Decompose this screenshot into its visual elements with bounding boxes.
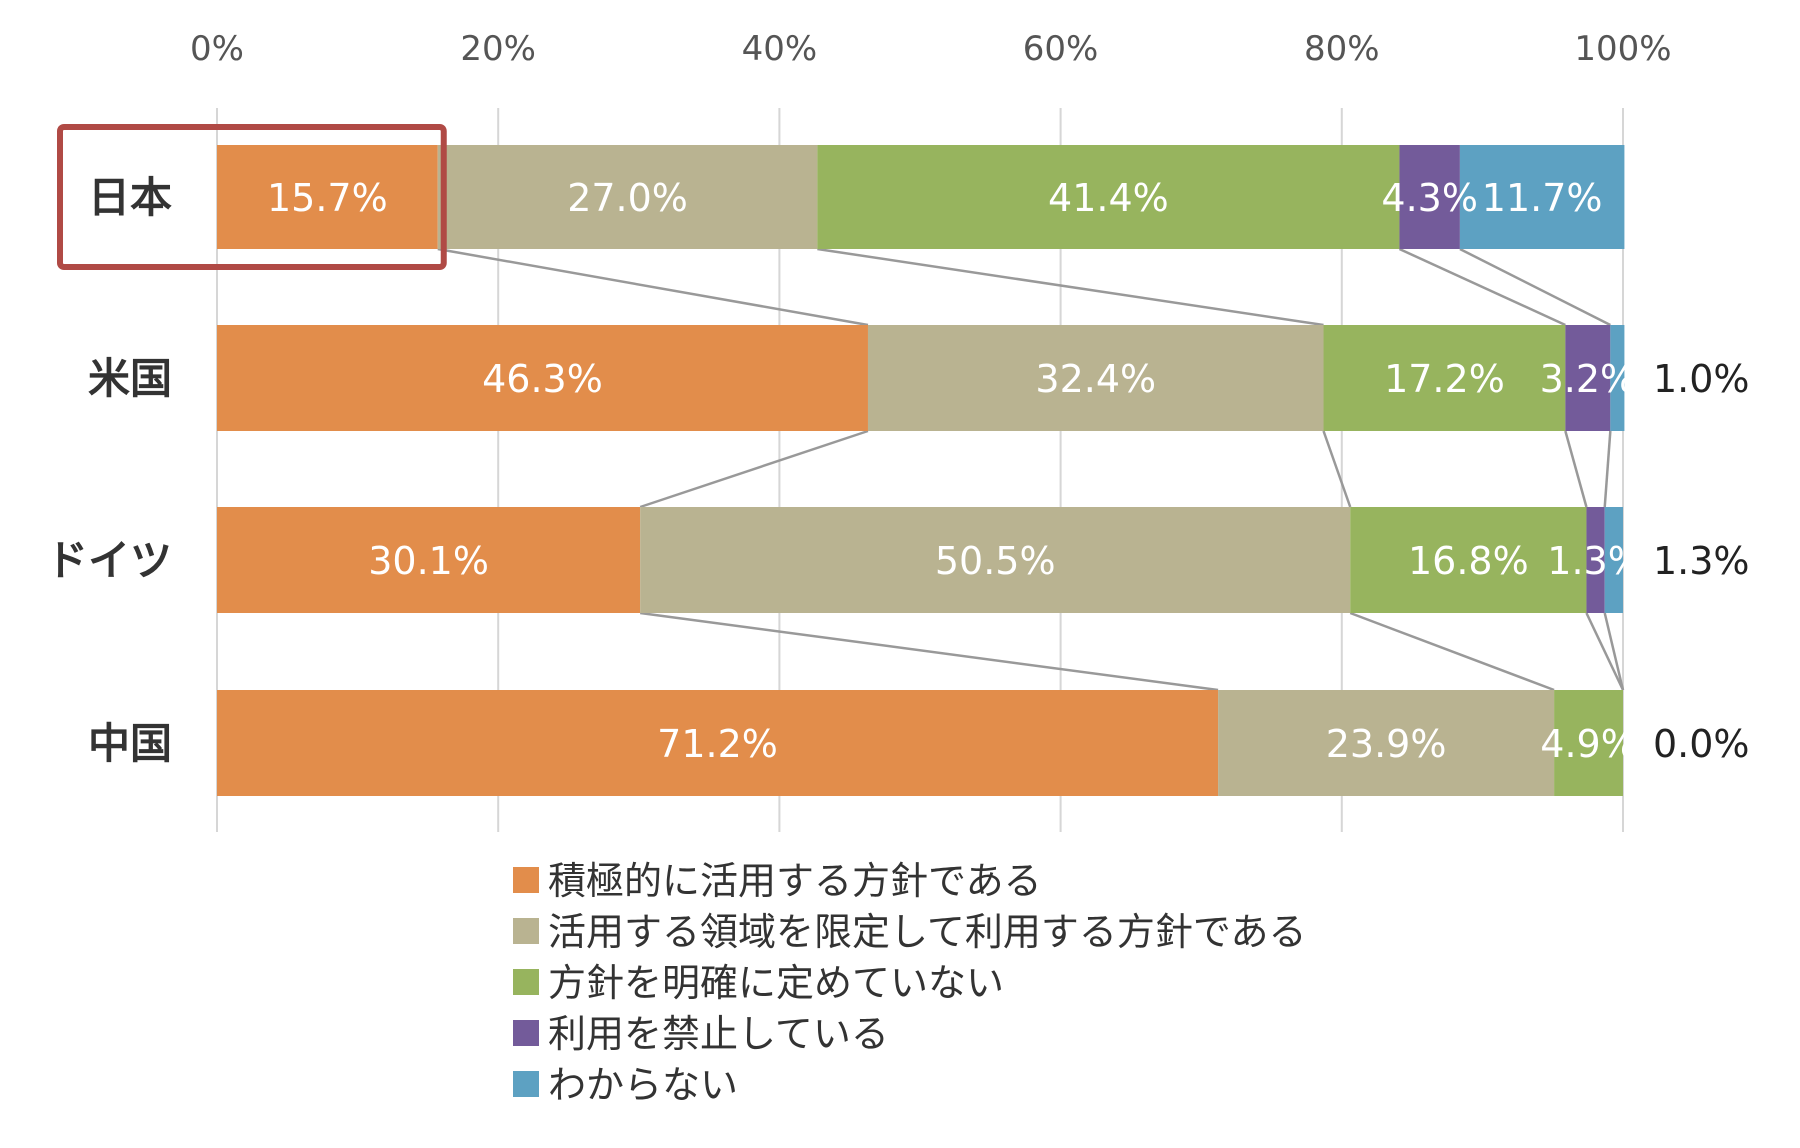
connector-line <box>1322 430 1352 508</box>
data-label: 41.4% <box>1048 176 1169 220</box>
data-label: 46.3% <box>482 357 603 401</box>
bar-segment <box>217 325 868 431</box>
data-label: 4.3% <box>1381 176 1478 220</box>
bar-segment <box>1459 145 1625 249</box>
data-label: 50.5% <box>935 539 1056 583</box>
connector-line <box>437 247 869 327</box>
connector-line <box>1398 247 1566 327</box>
bar-segment <box>1565 325 1611 431</box>
data-label: 16.8% <box>1408 539 1529 583</box>
data-label: 27.0% <box>567 176 688 220</box>
legend-label: わからない <box>548 1063 738 1107</box>
category-label: ドイツ <box>46 536 172 585</box>
x-tick-label: 60% <box>1023 29 1099 69</box>
data-label: 0.0% <box>1653 722 1750 766</box>
connector-lines <box>437 247 1625 692</box>
data-label: 32.4% <box>1035 357 1156 401</box>
legend-swatch <box>513 969 539 995</box>
bar-segment <box>217 145 438 249</box>
data-label: 1.0% <box>1653 357 1750 401</box>
bar-segment <box>817 145 1400 249</box>
category-label: 米国 <box>88 354 172 403</box>
bar-segment <box>217 690 1219 796</box>
data-label: 4.9% <box>1540 722 1637 766</box>
x-axis-ticks: 0% 20% 40% 60% 80% 100% <box>190 29 1672 69</box>
data-label: 11.7% <box>1482 176 1603 220</box>
data-label: 30.1% <box>368 539 489 583</box>
connector-line <box>1564 430 1588 508</box>
data-labels: 15.7% 27.0% 41.4% 4.3% 11.7% 46.3% 32.4% 17.2% 3… <box>267 176 1750 766</box>
connector-line <box>1603 612 1625 691</box>
data-label: 1.3% <box>1653 539 1750 583</box>
legend-swatch <box>513 867 539 893</box>
data-label: 17.2% <box>1384 357 1505 401</box>
legend-swatch <box>513 918 539 944</box>
data-label: 3.2% <box>1540 357 1637 401</box>
bar-segment <box>640 507 1351 613</box>
x-tick-label: 80% <box>1304 29 1380 69</box>
bar-segment <box>1399 145 1460 249</box>
highlight-box-layer <box>57 124 447 270</box>
x-tick-label: 40% <box>742 29 818 69</box>
bar-segment <box>1554 690 1623 796</box>
data-label: 1.3% <box>1547 539 1644 583</box>
legend-swatch <box>513 1071 539 1097</box>
legend-label: 積極的に活用する方針である <box>548 859 1042 903</box>
bar-segment <box>1610 325 1625 431</box>
category-label: 日本 <box>88 173 172 222</box>
legend-label: 活用する領域を限定して利用する方針である <box>548 910 1306 954</box>
data-label: 71.2% <box>657 722 778 766</box>
connector-line <box>1459 247 1611 327</box>
connector-line <box>1349 611 1555 692</box>
bars <box>217 145 1625 796</box>
legend: 積極的に活用する方針である活用する領域を限定して利用する方針である方針を明確に定… <box>513 859 1306 1107</box>
legend-label: 方針を明確に定めていない <box>548 961 1004 1005</box>
highlight-box <box>57 124 447 270</box>
data-label: 23.9% <box>1326 722 1447 766</box>
bar-segment <box>1218 690 1555 796</box>
bar-segment <box>1323 325 1566 431</box>
bar-segment <box>1604 507 1623 613</box>
connector-line <box>817 247 1324 327</box>
bar-segment <box>1350 507 1587 613</box>
legend-label: 利用を禁止している <box>548 1012 889 1056</box>
bar-segment <box>1586 507 1605 613</box>
bar-segment <box>867 325 1324 431</box>
connector-line <box>640 611 1219 692</box>
connector-line <box>1585 612 1625 691</box>
connector-line <box>639 429 869 509</box>
connector-line <box>1603 430 1612 508</box>
legend-swatch <box>513 1020 539 1046</box>
bar-segment <box>437 145 818 249</box>
bar-segment <box>217 507 641 613</box>
x-tick-label: 20% <box>460 29 536 69</box>
data-label: 15.7% <box>267 176 388 220</box>
x-tick-label: 0% <box>190 29 244 69</box>
category-label: 中国 <box>88 719 172 768</box>
x-tick-label: 100% <box>1574 29 1671 69</box>
